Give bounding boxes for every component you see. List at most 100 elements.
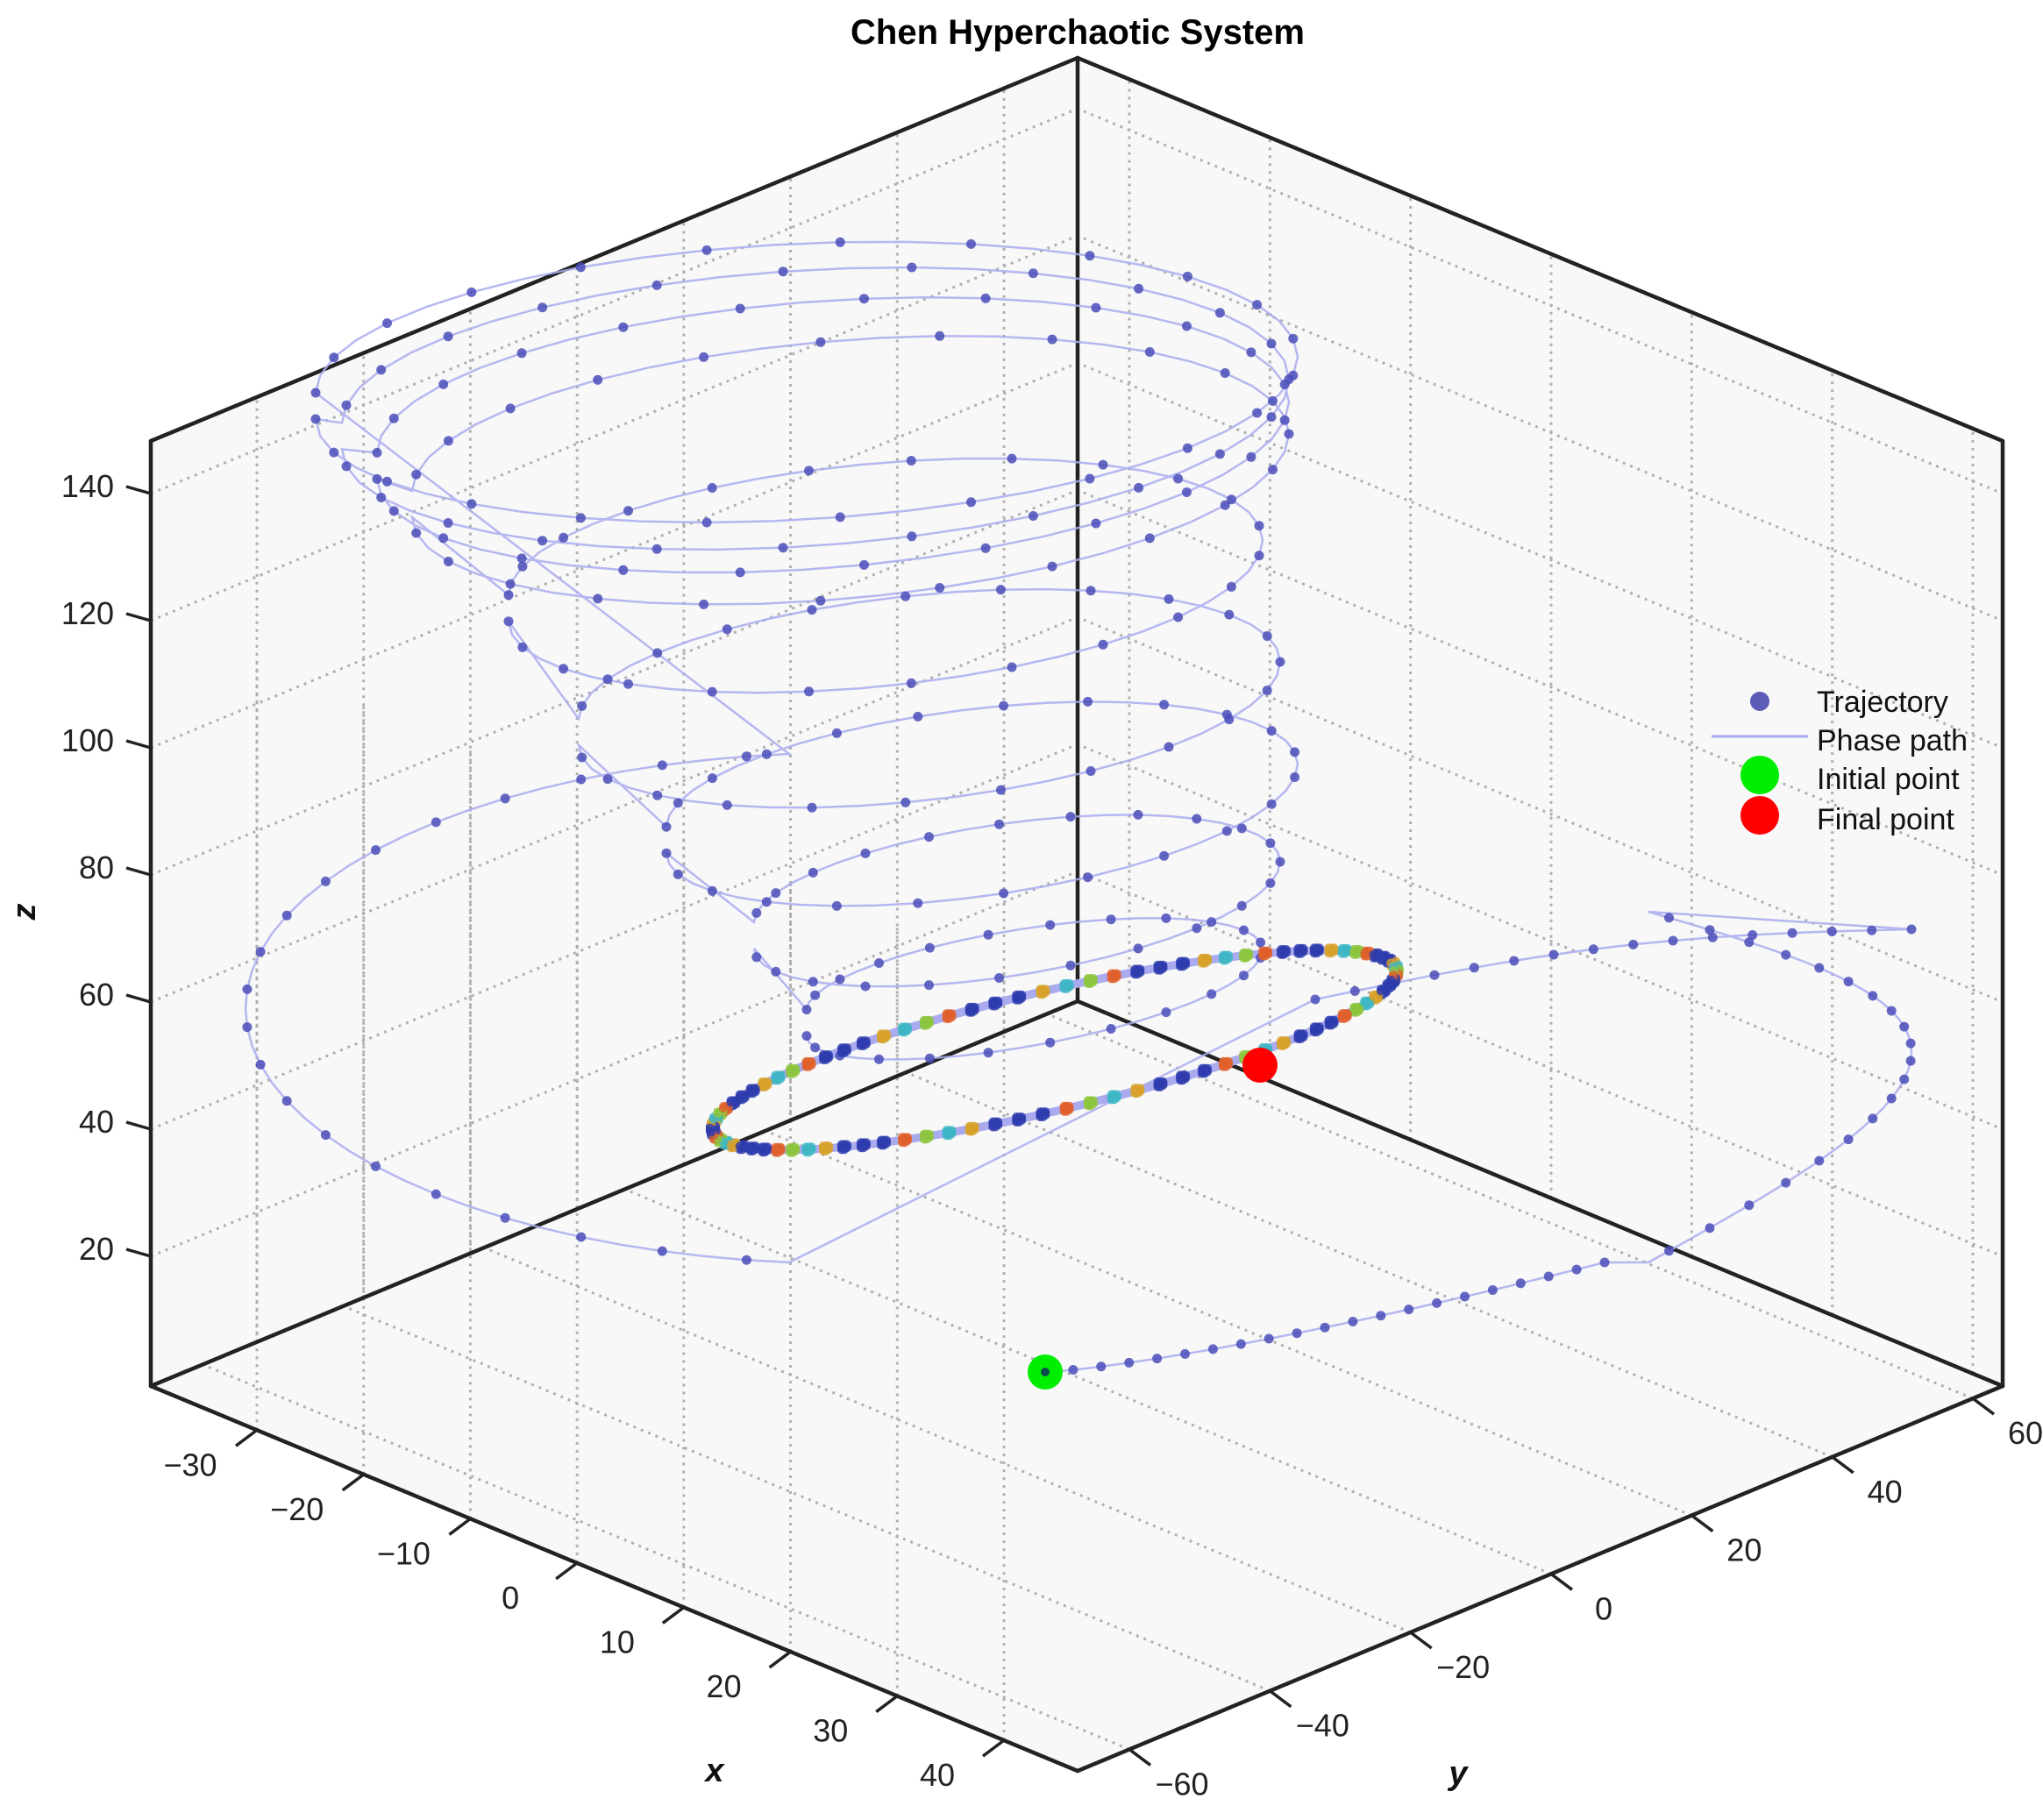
y-gridline-floor [342,1305,1271,1693]
trajectory-point [1220,500,1230,510]
trajectory-point [371,1161,381,1171]
trajectory-point [500,793,510,804]
trajectory-point [382,476,392,487]
trajectory-point [701,245,712,255]
trajectory-point [618,322,629,332]
x-tick-label: 10 [600,1624,635,1660]
trajectory-point [735,303,745,314]
trajectory-point [1429,970,1440,980]
attractor-point [856,1140,865,1149]
trajectory-point [907,262,917,273]
trajectory-point [1548,949,1559,960]
z-tick [125,739,152,750]
trajectory-point [1207,989,1217,999]
trajectory-point [593,594,603,604]
trajectory-point [438,379,449,389]
trajectory-point [994,819,1004,829]
trajectory-point [1133,809,1143,820]
attractor-point [1176,1072,1185,1082]
trajectory-point [1744,1200,1755,1211]
trajectory-point [1868,1113,1878,1124]
attractor-point [745,1143,755,1153]
trajectory-point [1224,609,1235,620]
trajectory-point [466,287,477,297]
trajectory-point [1814,963,1825,973]
attractor-point [1277,947,1285,956]
trajectory-point [1628,939,1639,949]
attractor-point [1324,1017,1334,1027]
trajectory-point [1266,726,1277,736]
trajectory-point [576,1232,587,1242]
trajectory-point [980,293,991,303]
trajectory-point [1246,347,1256,358]
trajectory-point [1091,518,1101,529]
attractor-point [1012,1114,1022,1123]
trajectory-point [1509,956,1520,966]
trajectory-point [701,517,712,528]
trajectory-point [411,528,422,538]
final-point-marker [1242,1048,1278,1083]
y-tick-label: 20 [1726,1532,1762,1568]
trajectory-point [593,374,603,385]
trajectory-point [1239,925,1249,935]
trajectory-point [1571,1264,1582,1275]
trajectory-point [983,929,993,940]
trajectory-point [503,616,514,627]
trajectory-point [505,403,516,414]
trajectory-point [699,352,709,362]
trajectory-point [859,294,869,304]
z-tick-label: 100 [61,722,114,758]
trajectory-point [537,302,548,313]
legend-initial-point-label: Initial point [1817,763,1960,796]
legend-final-point-icon [1740,796,1779,835]
trajectory-point [329,447,339,458]
trajectory-point [924,980,934,991]
trajectory-point [673,869,683,879]
attractor-point [1369,949,1378,959]
trajectory-point [771,966,781,977]
trajectory-point [1705,925,1715,935]
attractor-point [1059,1103,1069,1113]
trajectory-point [1868,991,1878,1001]
trajectory-point [517,561,528,572]
trajectory-point [831,728,842,738]
trajectory-point [516,553,527,564]
trajectory-point [999,700,1009,711]
trajectory-point [831,900,842,911]
trajectory-point [980,543,991,553]
back-edges [148,55,2005,1389]
trajectory-point [1886,1093,1897,1104]
trajectory-point [1588,944,1598,955]
trajectory-point [505,579,516,589]
trajectory-point [1264,1333,1274,1344]
trajectory-point [913,711,923,722]
attractor-point [1176,958,1185,968]
trajectory-point [341,461,352,472]
x-tick [768,1650,792,1669]
trajectory-point [906,456,916,466]
z-tick [125,1120,152,1131]
trajectory-point [722,624,732,635]
trajectory-point [751,952,762,963]
trajectory-point [808,977,818,987]
trajectory-point [1134,283,1144,294]
trajectory-point [1787,928,1797,938]
y-tick [1549,1572,1574,1591]
trajectory-point [575,513,586,523]
trajectory-point [443,331,453,342]
y-axis-line [1075,1383,2005,1774]
trajectory-point [1096,1361,1107,1372]
trajectory-point [1152,1354,1163,1364]
trajectory-point [1221,709,1232,720]
trajectory-point [443,518,453,528]
x-tick-label: −20 [270,1491,324,1527]
trajectory-point [1047,334,1057,345]
trajectory-point [801,1005,812,1015]
z-tick-label: 140 [61,468,114,504]
trajectory-point [1221,826,1232,836]
trajectory-point [1290,747,1300,757]
trajectory-point [1226,581,1236,592]
attractor-point [1309,1024,1319,1034]
trajectory-point [1098,639,1108,650]
trajectory-point [1252,300,1263,310]
